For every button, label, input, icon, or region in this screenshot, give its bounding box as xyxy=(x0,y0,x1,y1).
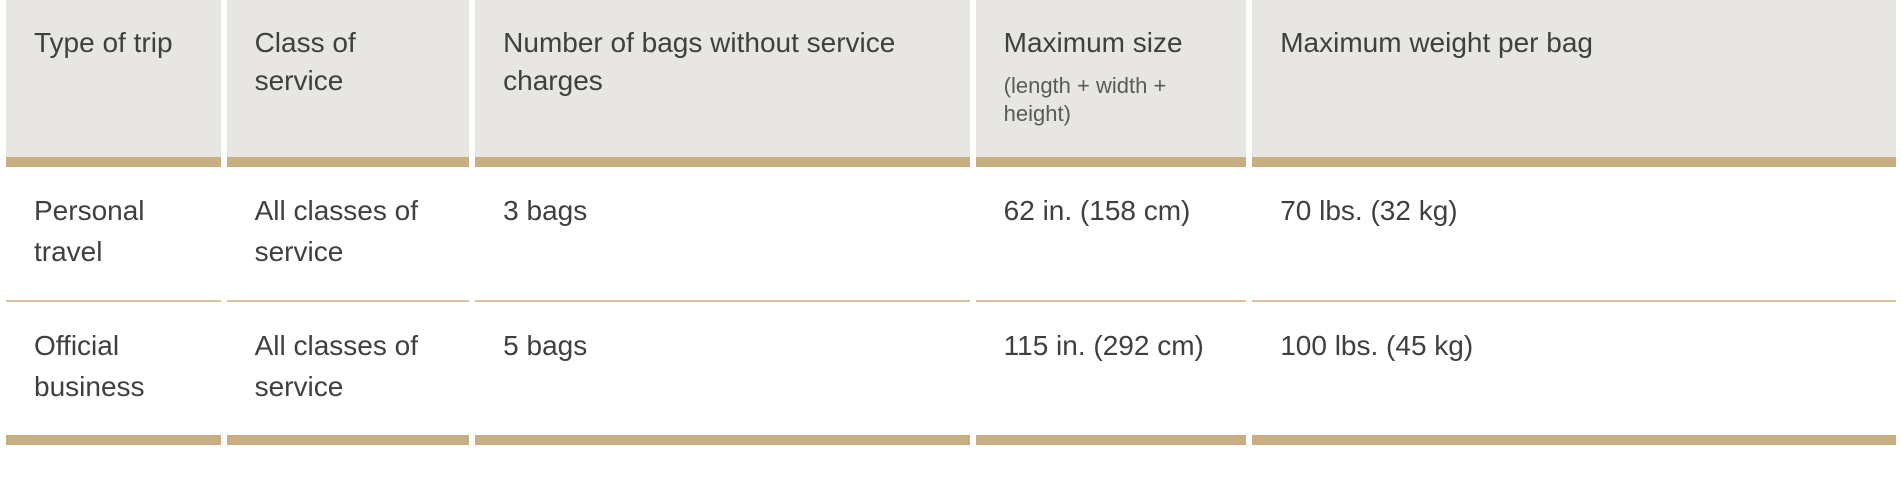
table-header-row: Type of trip Class of service Number of … xyxy=(6,0,1896,167)
header-class-of-service: Class of service xyxy=(227,0,470,167)
cell-class-of-service: All classes of service xyxy=(227,167,470,302)
header-type-of-trip: Type of trip xyxy=(6,0,221,167)
header-label: Type of trip xyxy=(34,27,173,58)
cell-max-weight: 100 lbs. (45 kg) xyxy=(1252,302,1896,445)
baggage-allowance-table: Type of trip Class of service Number of … xyxy=(0,0,1902,445)
table-header: Type of trip Class of service Number of … xyxy=(6,0,1896,167)
table-row: Personal travel All classes of service 3… xyxy=(6,167,1896,302)
cell-max-size: 62 in. (158 cm) xyxy=(976,167,1247,302)
header-max-weight: Maximum weight per bag xyxy=(1252,0,1896,167)
cell-number-of-bags: 5 bags xyxy=(475,302,969,445)
cell-number-of-bags: 3 bags xyxy=(475,167,969,302)
cell-type-of-trip: Official business xyxy=(6,302,221,445)
table-body: Personal travel All classes of service 3… xyxy=(6,167,1896,445)
header-number-of-bags: Number of bags without service charges xyxy=(475,0,969,167)
header-max-size: Maximum size (length + width + height) xyxy=(976,0,1247,167)
header-label: Number of bags without service charges xyxy=(503,27,895,96)
cell-max-weight: 70 lbs. (32 kg) xyxy=(1252,167,1896,302)
header-label: Maximum size xyxy=(1004,27,1183,58)
cell-type-of-trip: Personal travel xyxy=(6,167,221,302)
cell-max-size: 115 in. (292 cm) xyxy=(976,302,1247,445)
header-label: Class of service xyxy=(255,27,356,96)
table-row: Official business All classes of service… xyxy=(6,302,1896,445)
cell-class-of-service: All classes of service xyxy=(227,302,470,445)
header-sublabel: (length + width + height) xyxy=(1004,72,1219,129)
header-label: Maximum weight per bag xyxy=(1280,27,1593,58)
